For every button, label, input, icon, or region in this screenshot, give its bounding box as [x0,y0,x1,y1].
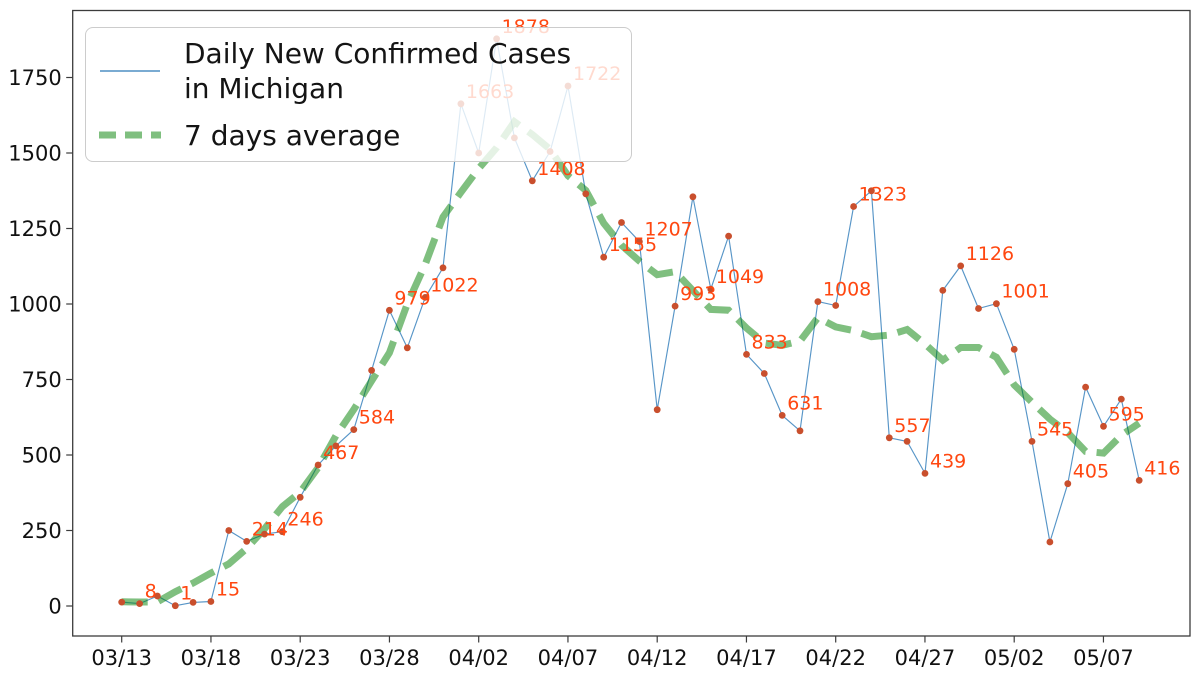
legend-entry-average: 7 days average [98,118,617,153]
point-value-label: 246 [287,509,323,531]
point-value-label: 595 [1109,403,1145,425]
point-value-label: 1408 [537,158,585,180]
x-tick-label: 04/12 [627,646,688,670]
value-annotations: 8115214246467584979102216631878140817221… [145,16,1181,605]
x-tick-label: 03/28 [359,646,420,670]
point-value-label: 1323 [859,184,907,206]
daily-series-line-swatch [100,70,160,73]
daily-cases-line [121,38,1140,607]
point-value-label: 214 [252,518,288,540]
x-axis: 03/13 03/18 03/23 03/28 04/02 04/07 04/12 04/17… [91,636,1134,670]
y-tick-label: 1250 [8,217,61,241]
x-tick-label: 03/13 [91,646,152,670]
legend-label-daily-cases: Daily New Confirmed Cases in Michigan [184,37,572,106]
point-value-label: 1 [180,583,192,605]
x-tick-label: 04/07 [538,646,599,670]
point-value-label: 833 [752,331,788,353]
y-tick-label: 1750 [8,66,61,90]
point-value-label: 8 [145,581,157,603]
point-value-label: 1207 [644,219,692,241]
point-value-label: 15 [216,579,240,601]
y-tick-label: 250 [22,519,62,543]
legend-entry-daily-cases: Daily New Confirmed Cases in Michigan [98,36,617,107]
point-value-label: 416 [1144,457,1180,479]
point-value-label: 467 [323,442,359,464]
point-value-label: 1049 [716,266,764,288]
x-tick-label: 03/18 [181,646,242,670]
point-value-label: 1022 [430,274,478,296]
y-axis: 0 250 500 750 1000 1250 1500 1750 [8,66,73,619]
y-tick-label: 0 [48,595,61,619]
point-value-label: 584 [359,407,395,429]
x-tick-label: 04/17 [716,646,777,670]
point-value-label: 1008 [823,279,871,301]
x-tick-label: 03/23 [270,646,331,670]
legend: Daily New Confirmed Cases in Michigan 7 … [85,27,632,162]
x-tick-label: 04/27 [895,646,956,670]
point-value-label: 1001 [1001,281,1049,303]
x-tick-label: 04/22 [805,646,866,670]
x-tick-label: 05/02 [984,646,1045,670]
point-value-label: 557 [894,415,930,437]
point-value-label: 405 [1073,461,1109,483]
point-value-label: 1126 [966,243,1014,265]
point-value-label: 993 [680,283,716,305]
point-value-label: 979 [394,287,430,309]
point-value-label: 545 [1037,418,1073,440]
y-tick-label: 750 [22,368,62,392]
y-tick-label: 1000 [8,293,61,317]
point-value-label: 631 [787,392,823,414]
x-tick-label: 05/07 [1073,646,1134,670]
average-line [121,116,1142,606]
axes-frame [72,9,1191,637]
y-tick-label: 500 [22,444,62,468]
legend-label-average: 7 days average [184,118,401,152]
point-value-label: 1155 [609,234,657,256]
y-tick-label: 1500 [8,142,61,166]
point-value-label: 439 [930,450,966,472]
x-tick-label: 04/02 [448,646,509,670]
average-series-dash-swatch [99,131,161,139]
